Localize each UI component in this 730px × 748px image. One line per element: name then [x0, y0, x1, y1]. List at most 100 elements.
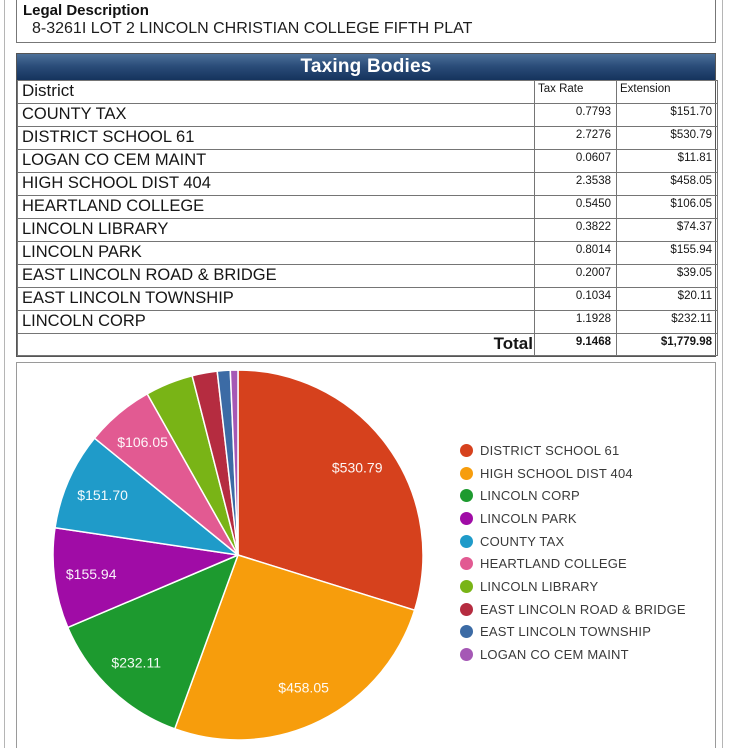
table-row: COUNTY TAX 0.7793 $151.70 — [17, 103, 718, 127]
tax-rate-cell: 0.5450 — [534, 195, 617, 219]
legend-item: LOGAN CO CEM MAINT — [460, 643, 686, 666]
tax-distribution-chart-box: $530.79 $458.05 $232.11 $155.94 $151.70 $106.… — [16, 362, 716, 748]
legend-label: LOGAN CO CEM MAINT — [480, 647, 629, 663]
legend-item: EAST LINCOLN TOWNSHIP — [460, 621, 686, 644]
total-label: Total — [17, 333, 535, 356]
legend-label: EAST LINCOLN ROAD & BRIDGE — [480, 601, 686, 617]
legend-color-dot — [460, 602, 473, 616]
pie-slice-lincoln-corp — [67, 554, 239, 730]
district-cell: HEARTLAND COLLEGE — [17, 195, 535, 219]
legend-item: LINCOLN PARK — [460, 507, 686, 530]
tax-rate-cell: 0.8014 — [534, 241, 617, 265]
table-row: HEARTLAND COLLEGE 0.5450 $106.05 — [17, 195, 718, 219]
legal-description-heading: Legal Description — [23, 2, 149, 19]
tax-rate-cell: 0.7793 — [534, 103, 617, 127]
table-row: LINCOLN PARK 0.8014 $155.94 — [17, 241, 718, 265]
pie-slice-label: $151.70 — [77, 487, 128, 503]
pie-slice-label: $106.05 — [117, 434, 168, 450]
legend-color-dot — [460, 534, 473, 548]
table-body: COUNTY TAX 0.7793 $151.70 DISTRICT SCHOOL 6… — [17, 103, 718, 334]
extension-cell: $151.70 — [616, 103, 718, 127]
legend-label: HEARTLAND COLLEGE — [480, 556, 627, 572]
total-extension: $1,779.98 — [616, 333, 718, 356]
column-header-district: District — [17, 80, 535, 104]
pie-slice-high-school-dist-404 — [174, 554, 416, 741]
legend-label: LINCOLN PARK — [480, 510, 577, 526]
column-header-extension: Extension — [616, 80, 718, 104]
legend-label: HIGH SCHOOL DIST 404 — [480, 465, 633, 481]
tax-rate-cell: 2.7276 — [534, 126, 617, 150]
table-total-row: Total 9.1468 $1,779.98 — [17, 333, 718, 356]
extension-cell: $106.05 — [616, 195, 718, 219]
pie-slice-label: $458.05 — [278, 680, 329, 696]
district-cell: HIGH SCHOOL DIST 404 — [17, 172, 535, 196]
legend-item: HIGH SCHOOL DIST 404 — [460, 462, 686, 485]
legal-description-value: 8-3261I LOT 2 LINCOLN CHRISTIAN COLLEGE … — [32, 20, 473, 37]
legend-label: EAST LINCOLN TOWNSHIP — [480, 624, 652, 640]
tax-rate-cell: 1.1928 — [534, 310, 617, 334]
table-row: LINCOLN CORP 1.1928 $232.11 — [17, 310, 718, 334]
taxing-bodies-table: District Tax Rate Extension COUNTY TAX 0.… — [17, 80, 718, 356]
tax-rate-cell: 0.1034 — [534, 287, 617, 311]
column-header-tax-rate: Tax Rate — [534, 80, 617, 104]
legend-label: DISTRICT SCHOOL 61 — [480, 442, 620, 458]
taxing-bodies-box: Taxing Bodies District Tax Rate Extensio… — [16, 53, 718, 357]
legal-description-box: Legal Description 8-3261I LOT 2 LINCOLN … — [16, 0, 716, 43]
extension-cell: $11.81 — [616, 149, 718, 173]
legend-item: LINCOLN LIBRARY — [460, 575, 686, 598]
tax-rate-cell: 0.3822 — [534, 218, 617, 242]
table-header-row: District Tax Rate Extension — [17, 80, 718, 104]
table-row: HIGH SCHOOL DIST 404 2.3538 $458.05 — [17, 172, 718, 196]
table-row: LINCOLN LIBRARY 0.3822 $74.37 — [17, 218, 718, 242]
district-cell: DISTRICT SCHOOL 61 — [17, 126, 535, 150]
legend-color-dot — [460, 443, 473, 457]
legend-color-dot — [460, 466, 473, 480]
pie-chart: $530.79 $458.05 $232.11 $155.94 $151.70 $106.… — [52, 369, 424, 741]
pie-slice-label: $155.94 — [66, 566, 117, 582]
pie-slice-label: $530.79 — [332, 459, 383, 475]
district-cell: LINCOLN PARK — [17, 241, 535, 265]
tax-rate-cell: 0.0607 — [534, 149, 617, 173]
district-cell: LINCOLN CORP — [17, 310, 535, 334]
table-row: EAST LINCOLN TOWNSHIP 0.1034 $20.11 — [17, 287, 718, 311]
extension-cell: $458.05 — [616, 172, 718, 196]
extension-cell: $530.79 — [616, 126, 718, 150]
legend-color-dot — [460, 579, 473, 593]
table-row: EAST LINCOLN ROAD & BRIDGE 0.2007 $39.05 — [17, 264, 718, 288]
total-tax-rate: 9.1468 — [534, 333, 617, 356]
legend-label: LINCOLN CORP — [480, 488, 580, 504]
legend-item: COUNTY TAX — [460, 530, 686, 553]
tax-rate-cell: 0.2007 — [534, 264, 617, 288]
table-row: LOGAN CO CEM MAINT 0.0607 $11.81 — [17, 149, 718, 173]
district-cell: LOGAN CO CEM MAINT — [17, 149, 535, 173]
extension-cell: $74.37 — [616, 218, 718, 242]
district-cell: EAST LINCOLN ROAD & BRIDGE — [17, 264, 535, 288]
pie-slice-district-school-61 — [237, 369, 424, 611]
extension-cell: $20.11 — [616, 287, 718, 311]
extension-cell: $39.05 — [616, 264, 718, 288]
legend-color-dot — [460, 648, 473, 662]
extension-cell: $232.11 — [616, 310, 718, 334]
legend-item: LINCOLN CORP — [460, 484, 686, 507]
taxing-bodies-title: Taxing Bodies — [17, 54, 715, 80]
report-page: Legal Description 8-3261I LOT 2 LINCOLN … — [4, 0, 723, 748]
tax-rate-cell: 2.3538 — [534, 172, 617, 196]
pie-slice-logan-co-cem-maint — [229, 369, 239, 556]
legend-item: HEARTLAND COLLEGE — [460, 552, 686, 575]
extension-cell: $155.94 — [616, 241, 718, 265]
district-cell: LINCOLN LIBRARY — [17, 218, 535, 242]
legend-color-dot — [460, 625, 473, 639]
chart-legend: DISTRICT SCHOOL 61 HIGH SCHOOL DIST 404 LI… — [460, 439, 686, 666]
district-cell: EAST LINCOLN TOWNSHIP — [17, 287, 535, 311]
pie-slice-county-tax — [54, 437, 239, 556]
legend-label: LINCOLN LIBRARY — [480, 578, 599, 594]
district-cell: COUNTY TAX — [17, 103, 535, 127]
pie-slice-lincoln-park — [52, 526, 239, 629]
table-row: DISTRICT SCHOOL 61 2.7276 $530.79 — [17, 126, 718, 150]
legend-color-dot — [460, 511, 473, 525]
legend-item: EAST LINCOLN ROAD & BRIDGE — [460, 598, 686, 621]
legend-color-dot — [460, 489, 473, 503]
legend-color-dot — [460, 557, 473, 571]
legend-item: DISTRICT SCHOOL 61 — [460, 439, 686, 462]
legend-label: COUNTY TAX — [480, 533, 565, 549]
